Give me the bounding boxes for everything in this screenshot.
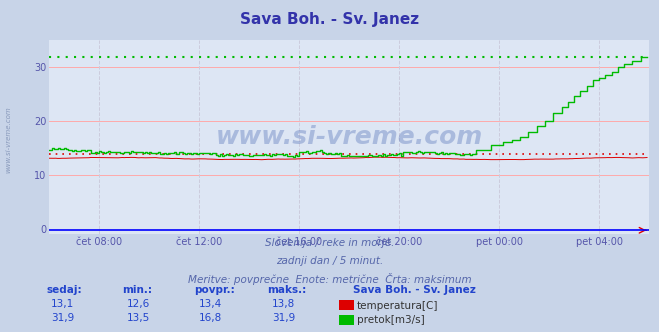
Text: 31,9: 31,9 — [51, 313, 74, 323]
Text: 16,8: 16,8 — [199, 313, 223, 323]
Text: 31,9: 31,9 — [272, 313, 295, 323]
Text: sedaj:: sedaj: — [46, 285, 82, 295]
Text: povpr.:: povpr.: — [194, 285, 235, 295]
Text: 13,4: 13,4 — [199, 299, 223, 309]
Text: Meritve: povprečne  Enote: metrične  Črta: maksimum: Meritve: povprečne Enote: metrične Črta:… — [188, 273, 471, 285]
Text: www.si-vreme.com: www.si-vreme.com — [5, 106, 11, 173]
Text: 13,8: 13,8 — [272, 299, 295, 309]
Text: www.si-vreme.com: www.si-vreme.com — [215, 125, 483, 149]
Text: 12,6: 12,6 — [127, 299, 150, 309]
Text: Slovenija / reke in morje.: Slovenija / reke in morje. — [265, 238, 394, 248]
Text: temperatura[C]: temperatura[C] — [357, 301, 439, 311]
Text: Sava Boh. - Sv. Janez: Sava Boh. - Sv. Janez — [240, 12, 419, 27]
Text: 13,5: 13,5 — [127, 313, 150, 323]
Text: 13,1: 13,1 — [51, 299, 74, 309]
Text: zadnji dan / 5 minut.: zadnji dan / 5 minut. — [276, 256, 383, 266]
Text: min.:: min.: — [122, 285, 152, 295]
Text: Sava Boh. - Sv. Janez: Sava Boh. - Sv. Janez — [353, 285, 475, 295]
Text: pretok[m3/s]: pretok[m3/s] — [357, 315, 425, 325]
Text: maks.:: maks.: — [267, 285, 306, 295]
